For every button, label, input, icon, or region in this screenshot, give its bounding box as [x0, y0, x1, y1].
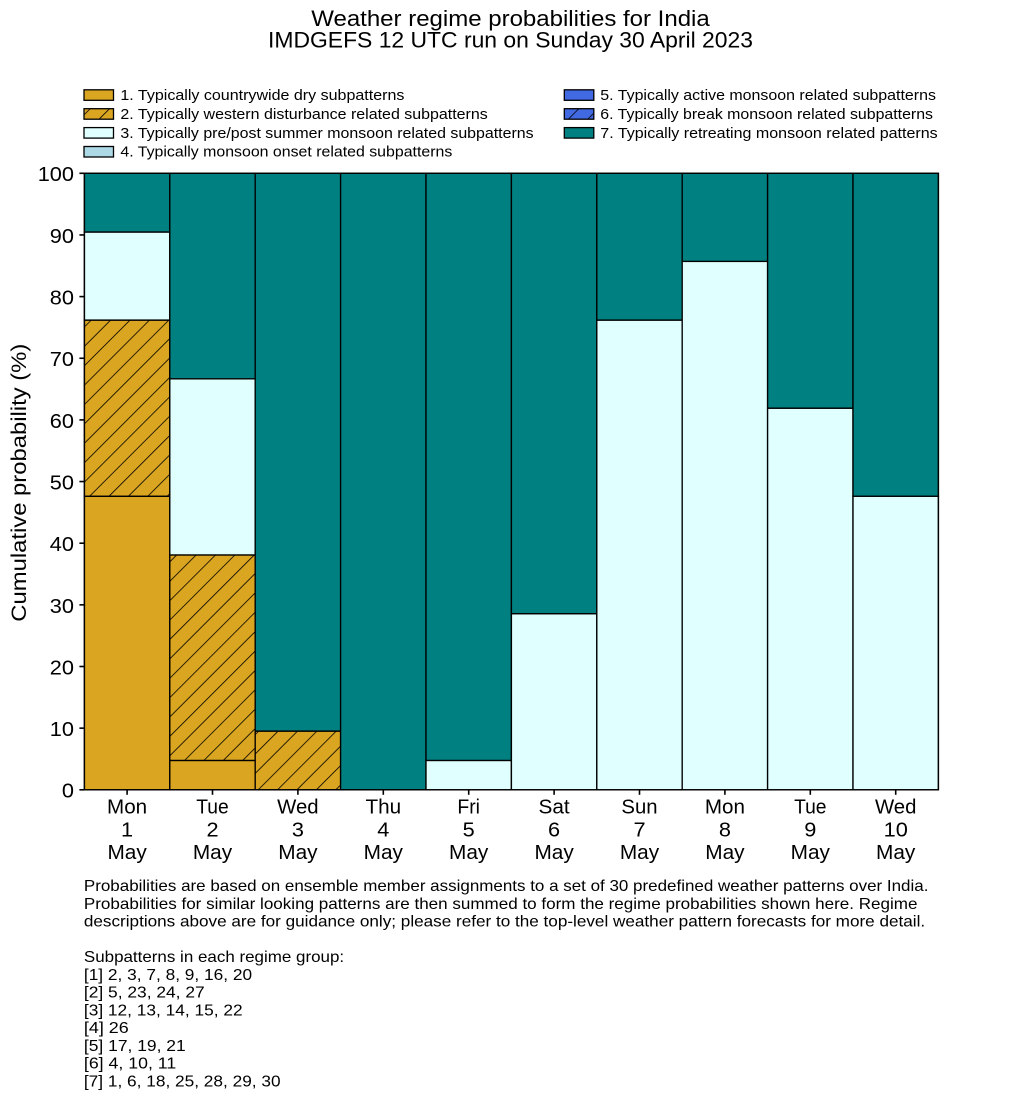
- svg-text:[4] 26: [4] 26: [84, 1020, 129, 1037]
- svg-text:0: 0: [62, 781, 74, 803]
- svg-text:Wed: Wed: [277, 797, 318, 819]
- svg-text:30: 30: [50, 596, 74, 618]
- svg-text:Mon: Mon: [107, 797, 147, 819]
- svg-text:Tue: Tue: [196, 797, 228, 819]
- svg-text:[7] 1, 6, 18, 25, 28, 29, 30: [7] 1, 6, 18, 25, 28, 29, 30: [84, 1073, 281, 1090]
- svg-text:[6] 4, 10, 11: [6] 4, 10, 11: [84, 1056, 176, 1073]
- svg-text:IMDGEFS 12 UTC run on Sunday 3: IMDGEFS 12 UTC run on Sunday 30 April 20…: [268, 28, 753, 53]
- svg-text:10: 10: [50, 719, 74, 741]
- svg-text:10: 10: [884, 819, 908, 841]
- svg-text:[3] 12, 13, 14, 15, 22: [3] 12, 13, 14, 15, 22: [84, 1002, 243, 1019]
- svg-text:6. Typically break monsoon rel: 6. Typically break monsoon related subpa…: [600, 107, 933, 123]
- svg-text:May: May: [876, 842, 916, 864]
- svg-text:2: 2: [206, 819, 218, 841]
- svg-text:4: 4: [377, 819, 389, 841]
- svg-text:Cumulative probability (%): Cumulative probability (%): [7, 344, 31, 622]
- svg-text:Tue: Tue: [794, 797, 826, 819]
- svg-text:40: 40: [50, 534, 74, 556]
- svg-text:Probabilities are based on ens: Probabilities are based on ensemble memb…: [84, 878, 929, 895]
- svg-text:6: 6: [548, 819, 560, 841]
- svg-text:1: 1: [121, 819, 133, 841]
- svg-text:9: 9: [804, 819, 816, 841]
- svg-text:1. Typically countrywide dry s: 1. Typically countrywide dry subpatterns: [120, 88, 404, 104]
- svg-text:100: 100: [38, 164, 74, 186]
- svg-text:Weather regime probabilities f: Weather regime probabilities for India: [311, 6, 710, 31]
- svg-text:Wed: Wed: [875, 797, 916, 819]
- svg-text:May: May: [620, 842, 660, 864]
- svg-text:Thu: Thu: [365, 797, 401, 819]
- svg-text:7: 7: [633, 819, 645, 841]
- svg-text:May: May: [705, 842, 745, 864]
- svg-text:May: May: [107, 842, 147, 864]
- svg-text:May: May: [534, 842, 574, 864]
- svg-text:May: May: [193, 842, 233, 864]
- svg-text:5. Typically active monsoon re: 5. Typically active monsoon related subp…: [600, 88, 936, 104]
- svg-text:Probabilities for similar look: Probabilities for similar looking patter…: [84, 896, 918, 913]
- svg-text:3: 3: [292, 819, 304, 841]
- svg-text:Sat: Sat: [539, 797, 571, 819]
- svg-text:20: 20: [50, 657, 74, 679]
- svg-text:2. Typically western disturban: 2. Typically western disturbance related…: [120, 107, 487, 123]
- svg-text:5: 5: [463, 819, 475, 841]
- svg-text:3. Typically pre/post summer m: 3. Typically pre/post summer monsoon rel…: [120, 126, 533, 142]
- svg-text:50: 50: [50, 472, 74, 494]
- svg-text:7. Typically retreating monsoo: 7. Typically retreating monsoon related …: [600, 126, 937, 142]
- svg-text:90: 90: [50, 226, 74, 248]
- svg-text:May: May: [791, 842, 831, 864]
- svg-text:Subpatterns in each regime gro: Subpatterns in each regime group:: [84, 949, 344, 966]
- svg-text:Sun: Sun: [621, 797, 657, 819]
- svg-text:[2] 5, 23, 24, 27: [2] 5, 23, 24, 27: [84, 985, 205, 1002]
- svg-text:May: May: [364, 842, 404, 864]
- svg-text:[5] 17, 19, 21: [5] 17, 19, 21: [84, 1038, 186, 1055]
- svg-text:4. Typically monsoon onset rel: 4. Typically monsoon onset related subpa…: [120, 145, 452, 161]
- svg-text:60: 60: [50, 411, 74, 433]
- svg-text:70: 70: [50, 349, 74, 371]
- svg-text:May: May: [449, 842, 489, 864]
- svg-text:descriptions above are for gui: descriptions above are for guidance only…: [84, 914, 925, 931]
- svg-text:Fri: Fri: [457, 797, 480, 819]
- svg-text:May: May: [278, 842, 318, 864]
- svg-text:Mon: Mon: [705, 797, 745, 819]
- svg-text:[1] 2, 3, 7, 8, 9, 16, 20: [1] 2, 3, 7, 8, 9, 16, 20: [84, 967, 252, 984]
- svg-text:80: 80: [50, 288, 74, 310]
- svg-text:8: 8: [719, 819, 731, 841]
